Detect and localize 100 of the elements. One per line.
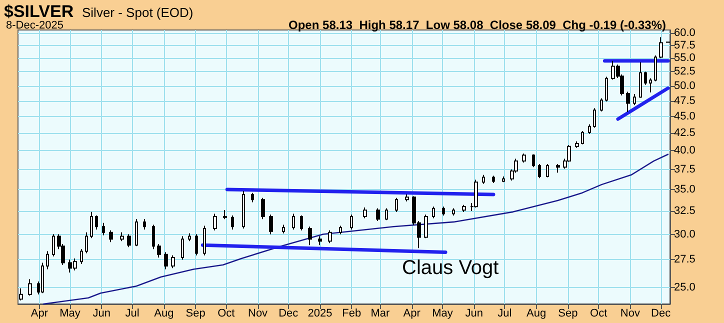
x-tick-label: Sep	[558, 308, 578, 320]
candlestick	[195, 234, 198, 256]
y-tick-label: 25.0	[674, 281, 696, 294]
y-tick-label: 27.5	[674, 254, 696, 266]
y-tick-label: 35.0	[674, 183, 696, 196]
y-tick-label: 32.5	[674, 205, 696, 218]
chart-title: $SILVER	[4, 2, 74, 21]
candlestick	[318, 236, 322, 246]
candlestick	[188, 232, 191, 242]
y-tick-label: 40.0	[674, 144, 696, 157]
candlestick	[405, 194, 409, 202]
candlestick	[492, 175, 495, 184]
candlestick	[231, 215, 234, 230]
candlestick	[300, 215, 303, 231]
y-tick-label: 37.5	[674, 163, 696, 176]
x-tick-label: Apr	[30, 308, 48, 320]
y-tick-label: 42.5	[674, 127, 696, 140]
y-tick-label: 45.0	[674, 110, 696, 122]
candlestick	[308, 226, 312, 246]
candlestick	[649, 78, 652, 93]
x-tick-label: Jul	[125, 308, 140, 320]
candlestick	[556, 164, 560, 174]
candlestick	[80, 248, 83, 264]
y-tick-label: 57.5	[674, 39, 696, 52]
x-tick-label: Feb	[342, 308, 362, 320]
y-tick-label: 30.0	[674, 228, 696, 240]
candlestick	[522, 153, 526, 164]
candlestick	[102, 222, 105, 236]
candlestick	[385, 208, 388, 221]
candlestick	[261, 197, 265, 220]
candlestick	[593, 108, 596, 128]
candlestick	[95, 215, 98, 230]
candlestick	[251, 192, 254, 203]
x-tick-label: Oct	[218, 308, 235, 320]
candlestick	[633, 94, 636, 106]
candlestick	[164, 252, 168, 270]
candlestick	[350, 214, 353, 230]
candlestick	[376, 208, 380, 222]
x-tick-label: Jul	[498, 308, 512, 320]
annotation: 8-Dec-2025	[6, 20, 64, 32]
x-tick-label: Jun	[465, 308, 483, 320]
candlestick	[575, 140, 579, 148]
candlestick	[135, 218, 138, 247]
candlestick	[127, 234, 131, 248]
candlestick	[52, 234, 55, 257]
candlestick	[171, 254, 175, 269]
candlestick	[395, 197, 398, 212]
candlestick	[532, 154, 535, 168]
candlestick	[546, 164, 549, 178]
x-tick-label: Aug	[154, 308, 174, 320]
x-tick-label: Nov	[248, 308, 268, 320]
x-tick-label: May	[60, 308, 81, 320]
x-tick-label: Aug	[526, 308, 546, 320]
candlestick	[639, 62, 642, 98]
candlestick	[502, 176, 505, 183]
candlestick	[181, 236, 184, 260]
x-tick-label: Dec	[278, 308, 299, 320]
candlestick	[600, 98, 603, 112]
candlestick	[292, 213, 295, 230]
candlestick	[46, 250, 49, 270]
candlestick	[474, 179, 478, 208]
x-tick-label: Nov	[620, 308, 640, 320]
candlestick	[538, 164, 541, 179]
candlestick	[28, 278, 32, 296]
candlestick	[157, 244, 161, 258]
candlestick	[644, 71, 647, 86]
y-tick-label: 52.5	[674, 66, 696, 78]
annotation: Claus Vogt	[402, 257, 500, 279]
y-tick-label: 60.0	[674, 26, 696, 39]
candlestick	[213, 213, 217, 231]
candlestick	[152, 224, 155, 250]
candlestick	[339, 225, 342, 235]
candlestick	[442, 206, 445, 216]
candlestick	[223, 210, 227, 220]
x-tick-label: Jun	[92, 308, 111, 320]
y-tick-label: 55.0	[674, 52, 696, 64]
y-tick-label: 47.5	[674, 94, 696, 107]
candlestick	[482, 174, 485, 184]
candlestick	[19, 288, 23, 301]
candlestick	[109, 230, 113, 243]
x-tick-label: 2025	[308, 308, 332, 320]
candlestick	[462, 204, 466, 212]
y-tick-label: 50.0	[674, 80, 696, 92]
candlestick	[85, 232, 88, 254]
candlestick	[328, 230, 332, 244]
candlestick	[659, 36, 663, 59]
candlestick	[282, 224, 285, 234]
candlestick	[269, 214, 273, 235]
x-tick-label: Mar	[370, 308, 390, 320]
x-tick-label: Sep	[186, 308, 206, 320]
line-series	[42, 154, 669, 305]
x-tick-label: Dec	[651, 308, 672, 320]
x-tick-label: May	[432, 308, 454, 320]
candlestick	[452, 208, 455, 216]
annotation: Open 58.13 High 58.17 Low 58.08 Close 58.09 Chg -0.19 (-0.33%)	[288, 18, 666, 32]
candlestick	[424, 214, 428, 239]
candlestick	[605, 76, 608, 102]
chart-subtitle: Silver - Spot (EOD)	[82, 5, 194, 20]
candlestick	[242, 190, 245, 230]
candlestick	[120, 232, 124, 242]
